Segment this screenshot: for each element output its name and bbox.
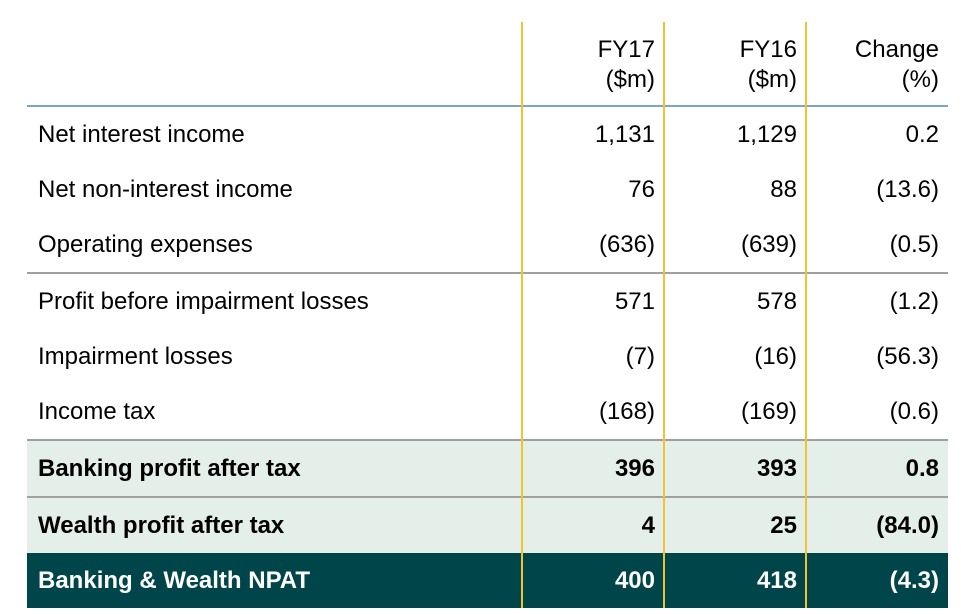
row-change-value: 0.8 (905, 454, 939, 482)
header-change-line2: (%) (901, 66, 939, 93)
row-change-value: 0.2 (905, 120, 939, 148)
row-fy17-value: 4 (641, 511, 655, 539)
row-fy16-value: (169) (740, 397, 797, 425)
row-label: Net interest income (38, 120, 245, 148)
row-label: Net non-interest income (38, 175, 293, 203)
row-change-value: (4.3) (889, 566, 939, 594)
header-change-line1: Change (854, 36, 939, 63)
table-row: Net interest income 1,131 1,129 0.2 (27, 107, 948, 162)
row-change-value: (13.6) (876, 175, 939, 203)
row-change-value: (0.6) (889, 397, 939, 425)
header-fy17: FY17 ($m) (522, 22, 664, 105)
header-change: Change (%) (806, 22, 948, 105)
row-label: Operating expenses (38, 230, 253, 258)
header-label-blank (27, 22, 522, 105)
header-fy16-line1: FY16 (739, 36, 797, 63)
row-fy17-value: 571 (614, 287, 655, 315)
header-fy16: FY16 ($m) (664, 22, 806, 105)
row-label: Income tax (38, 397, 156, 425)
table-row: Operating expenses (636) (639) (0.5) (27, 217, 948, 272)
column-divider-fy17 (521, 22, 523, 608)
row-label: Banking profit after tax (38, 454, 301, 482)
row-fy16-value: 393 (756, 454, 797, 482)
row-fy17-value: 1,131 (594, 120, 655, 148)
table-row: Income tax (168) (169) (0.6) (27, 384, 948, 439)
row-fy17-value: 76 (628, 175, 655, 203)
table-row-total-npat: Banking & Wealth NPAT 400 418 (4.3) (27, 553, 948, 608)
row-change-value: (0.5) (889, 230, 939, 258)
column-divider-fy16 (663, 22, 665, 608)
table-row-wealth-profit: Wealth profit after tax 4 25 (84.0) (27, 496, 948, 553)
row-fy16-value: 1,129 (736, 120, 797, 148)
row-fy17-value: 400 (614, 566, 655, 594)
table-row: Net non-interest income 76 88 (13.6) (27, 162, 948, 217)
row-fy16-value: 578 (756, 287, 797, 315)
row-fy16-value: 25 (770, 511, 797, 539)
row-fy16-value: (16) (754, 342, 797, 370)
row-label: Banking & Wealth NPAT (38, 566, 311, 594)
row-fy16-value: (639) (740, 230, 797, 258)
financial-summary-table: FY17 ($m) FY16 ($m) Change (%) Net inter… (27, 22, 948, 608)
row-fy17-value: 396 (614, 454, 655, 482)
row-fy16-value: 88 (770, 175, 797, 203)
row-change-value: (56.3) (876, 342, 939, 370)
row-fy17-value: (7) (625, 342, 655, 370)
row-label: Wealth profit after tax (38, 511, 285, 539)
header-fy17-line1: FY17 (597, 36, 655, 63)
table-header: FY17 ($m) FY16 ($m) Change (%) (27, 22, 948, 107)
table-row: Profit before impairment losses 571 578 … (27, 272, 948, 329)
row-label: Impairment losses (38, 342, 233, 370)
table-row-banking-profit: Banking profit after tax 396 393 0.8 (27, 439, 948, 496)
column-divider-change (805, 22, 807, 608)
header-fy16-line2: ($m) (747, 66, 797, 93)
row-label: Profit before impairment losses (38, 287, 369, 315)
header-fy17-line2: ($m) (605, 66, 655, 93)
row-fy17-value: (636) (598, 230, 655, 258)
row-fy17-value: (168) (598, 397, 655, 425)
row-change-value: (1.2) (889, 287, 939, 315)
row-change-value: (84.0) (876, 511, 939, 539)
row-fy16-value: 418 (756, 566, 797, 594)
table-row: Impairment losses (7) (16) (56.3) (27, 329, 948, 384)
